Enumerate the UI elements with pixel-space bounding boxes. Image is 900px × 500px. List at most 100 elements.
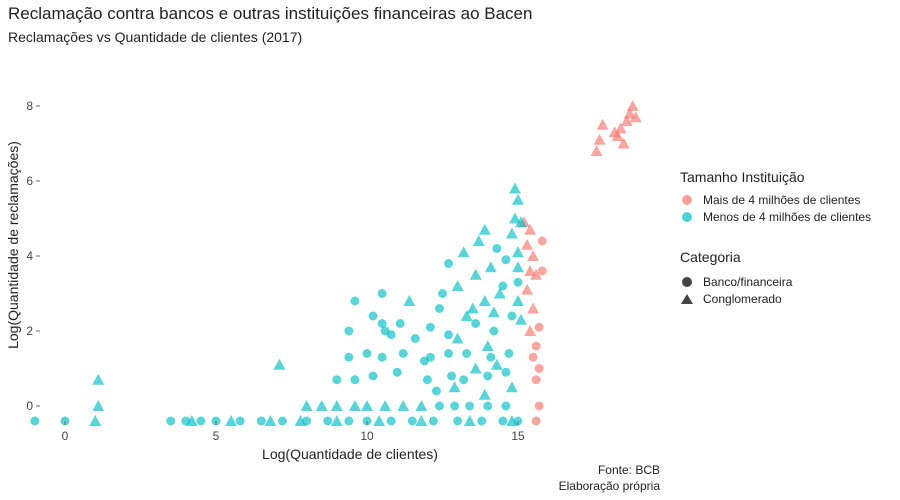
caption-source: Fonte: BCB xyxy=(598,463,660,477)
legend-color-swatch-small xyxy=(682,212,692,222)
data-point-triangle xyxy=(521,283,534,295)
data-point-triangle xyxy=(315,400,328,411)
data-point-circle xyxy=(534,401,544,411)
data-point-circle xyxy=(531,416,541,426)
data-point-triangle xyxy=(92,400,105,411)
caption-author: Elaboração própria xyxy=(559,479,661,493)
data-point-triangle xyxy=(469,362,482,374)
data-point-circle xyxy=(462,349,472,358)
data-point-circle xyxy=(395,319,405,328)
data-point-circle xyxy=(332,375,342,385)
data-point-triangle xyxy=(472,235,485,246)
data-point-circle xyxy=(368,311,378,321)
y-tick-label: 8 xyxy=(26,99,33,113)
data-point-triangle xyxy=(505,227,518,239)
data-point-circle xyxy=(537,236,547,246)
data-point-triangle xyxy=(512,193,524,205)
chart-subtitle: Reclamações vs Quantidade de clientes (2… xyxy=(8,29,303,45)
data-point-circle xyxy=(444,349,454,358)
data-point-circle xyxy=(344,352,354,362)
data-point-triangle xyxy=(403,295,416,306)
y-tick-label: 0 xyxy=(26,399,33,413)
data-point-circle xyxy=(447,371,457,381)
legend-shape-title: Categoria xyxy=(680,249,741,265)
data-point-triangle xyxy=(264,415,277,426)
data-point-circle xyxy=(323,416,333,426)
data-point-circle xyxy=(422,375,432,385)
data-point-triangle xyxy=(89,415,102,426)
data-point-circle xyxy=(537,266,547,276)
data-point-circle xyxy=(444,259,454,268)
data-point-circle xyxy=(489,326,499,336)
data-point-circle xyxy=(453,416,463,426)
data-point-triangle xyxy=(481,340,494,351)
data-point-triangle xyxy=(463,415,476,426)
legend-shape-label-banco: Banco/financeira xyxy=(703,275,793,289)
data-point-circle xyxy=(428,416,438,426)
data-point-circle xyxy=(534,364,544,373)
data-point-triangle xyxy=(626,100,639,111)
data-point-triangle xyxy=(460,310,473,321)
data-point-triangle xyxy=(451,332,464,344)
data-point-triangle xyxy=(530,268,543,280)
legend-color-label-large: Mais de 4 milhões de clientes xyxy=(703,193,860,207)
x-tick-label: 0 xyxy=(62,429,69,443)
data-point-triangle xyxy=(469,268,482,280)
data-point-circle xyxy=(407,416,417,426)
data-point-circle xyxy=(504,349,514,358)
data-point-triangle xyxy=(505,415,518,426)
data-point-triangle xyxy=(524,325,537,336)
x-axis-title: Log(Quantidade de clientes) xyxy=(262,446,438,462)
data-point-triangle xyxy=(448,381,461,393)
data-point-circle xyxy=(256,416,266,426)
data-point-triangle xyxy=(524,223,537,235)
chart-title: Reclamação contra bancos e outras instit… xyxy=(8,4,533,23)
data-point-triangle xyxy=(527,250,540,261)
data-point-triangle xyxy=(512,246,524,258)
legend-color-label-small: Menos de 4 milhões de clientes xyxy=(703,210,871,224)
data-point-circle xyxy=(486,352,496,362)
data-point-circle xyxy=(377,319,387,328)
data-point-circle xyxy=(450,401,460,411)
legend-shape-label-conglomerado: Conglomerado xyxy=(703,292,782,306)
data-point-circle xyxy=(477,416,487,426)
data-point-circle xyxy=(386,416,396,426)
data-point-circle xyxy=(431,386,441,396)
data-point-triangle xyxy=(185,415,198,426)
data-point-circle xyxy=(465,401,475,411)
data-point-circle xyxy=(410,334,420,343)
data-point-triangle xyxy=(493,287,506,299)
data-point-triangle xyxy=(373,415,386,426)
data-point-triangle xyxy=(487,306,500,318)
data-point-circle xyxy=(392,367,402,377)
data-point-triangle xyxy=(629,111,642,123)
x-axis-ticks: 0 5 10 15 xyxy=(62,421,525,443)
data-point-triangle xyxy=(451,280,464,291)
data-point-circle xyxy=(362,349,372,358)
data-point-triangle xyxy=(515,313,528,325)
data-point-circle xyxy=(501,255,511,265)
data-point-triangle xyxy=(478,388,491,400)
plot-area xyxy=(30,100,642,426)
data-point-circle xyxy=(277,416,287,426)
data-point-triangle xyxy=(397,400,410,411)
data-point-circle xyxy=(498,416,508,426)
data-point-triangle xyxy=(348,400,361,411)
y-axis-ticks: 0 2 4 6 8 xyxy=(26,99,40,413)
data-point-circle xyxy=(398,349,408,358)
data-point-circle xyxy=(344,326,354,336)
y-axis-title: Log(Quantidade de reclamações) xyxy=(5,141,21,349)
data-point-circle xyxy=(377,352,387,362)
legend-color-swatch-large xyxy=(682,195,692,205)
data-point-circle xyxy=(483,371,493,381)
x-tick-label: 5 xyxy=(213,429,220,443)
data-point-triangle xyxy=(294,415,307,426)
y-tick-label: 6 xyxy=(26,174,33,188)
data-point-triangle xyxy=(617,137,630,149)
data-point-triangle xyxy=(478,223,491,235)
data-point-triangle xyxy=(596,118,609,130)
data-point-circle xyxy=(513,277,523,287)
data-point-circle xyxy=(534,322,544,332)
data-point-triangle xyxy=(508,212,521,224)
